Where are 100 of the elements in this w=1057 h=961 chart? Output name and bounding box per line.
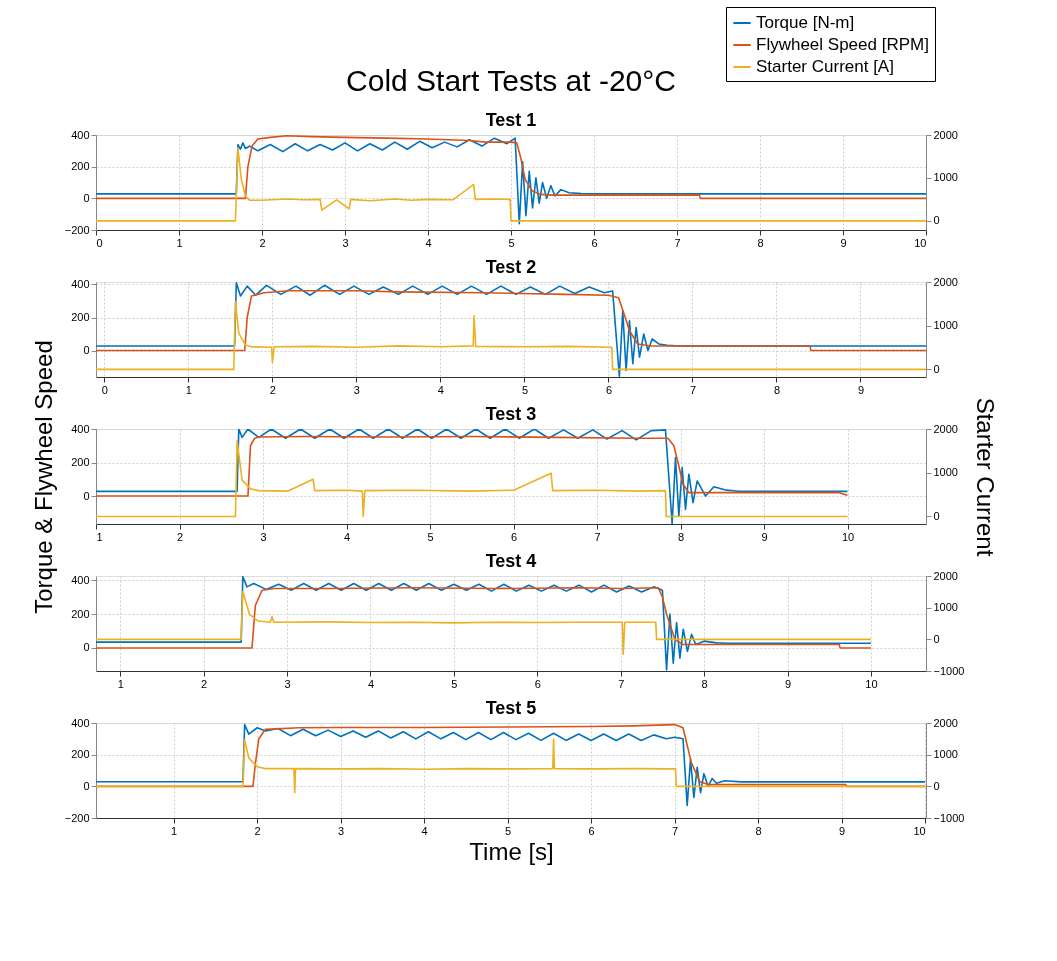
chart-title: Test 5 — [485, 698, 537, 718]
y2-tick-label: 1000 — [933, 319, 958, 332]
chart-title: Test 4 — [485, 551, 537, 571]
x-tick-label: 0 — [101, 383, 108, 396]
y2-tick-label: 0 — [933, 509, 940, 522]
x-tick-label: 8 — [677, 530, 685, 543]
x-tick-label: 0 — [96, 236, 103, 249]
y2-tick-label: 2000 — [933, 569, 958, 582]
y-tick-label: 0 — [83, 191, 90, 204]
y-tick-label: 400 — [71, 573, 90, 586]
x-tick-label: 7 — [618, 677, 625, 690]
x-tick-label: 1 — [96, 530, 103, 543]
x-tick-label: 9 — [761, 530, 768, 543]
chart-subtitle: Test 1 — [485, 110, 537, 130]
x-tick-label: 1 — [171, 824, 178, 837]
x-tick-label: 6 — [605, 383, 613, 396]
x-tick-label: 6 — [510, 530, 518, 543]
x-tick-label: 4 — [437, 383, 444, 396]
x-tick-label: 10 — [865, 677, 878, 690]
x-tick-label: 3 — [338, 824, 345, 837]
y-tick-label: 0 — [83, 344, 90, 357]
legend-label: Starter Current [A] — [756, 57, 894, 76]
y2-tick-label: 0 — [933, 362, 940, 375]
x-tick-label: 5 — [521, 383, 528, 396]
x-tick-label: 8 — [773, 383, 781, 396]
y-tick-label: 400 — [71, 277, 90, 290]
x-tick-label: 3 — [342, 236, 349, 249]
x-tick-label: 4 — [421, 824, 428, 837]
y2-tick-label: 1000 — [933, 748, 958, 761]
x-tick-label: 6 — [591, 236, 598, 249]
x-tick-label: 2 — [254, 824, 261, 837]
x-tick-label: 1 — [117, 677, 124, 690]
y-tick-label: 0 — [83, 641, 90, 654]
x-tick-label: 3 — [260, 530, 267, 543]
y2-axis-title: Starter Current — [971, 397, 999, 557]
x-tick-label: 2 — [259, 236, 266, 249]
y-tick-label: 200 — [71, 311, 90, 324]
y2-tick-label: 2000 — [933, 422, 958, 435]
x-tick-label: 2 — [176, 530, 184, 543]
x-tick-label: 1 — [176, 236, 183, 249]
y2-tick-label: 2000 — [933, 128, 958, 141]
legend-label: Torque [N-m] — [756, 13, 855, 32]
line-series — [96, 440, 849, 518]
line-series — [96, 300, 926, 371]
y2-tick-label: −1000 — [933, 811, 965, 824]
line-series — [96, 289, 926, 352]
y-tick-label: 400 — [71, 422, 90, 435]
y-tick-label: −200 — [64, 811, 90, 824]
x-tick-label: 8 — [755, 824, 762, 837]
y2-tick-label: 2000 — [933, 716, 958, 729]
x-tick-label: 10 — [914, 236, 927, 249]
x-tick-label: 3 — [353, 383, 360, 396]
x-tick-label: 4 — [343, 530, 351, 543]
y-tick-label: 200 — [71, 607, 90, 620]
y-tick-label: 0 — [83, 779, 90, 792]
chart-title: Cold Start Tests at -20°C — [346, 64, 676, 97]
y2-tick-label: 1000 — [933, 171, 958, 184]
line-series — [96, 576, 872, 671]
y2-tick-label: 1000 — [933, 601, 958, 614]
x-tick-label: 7 — [674, 236, 681, 249]
y2-tick-label: 0 — [933, 214, 940, 227]
x-tick-label: 7 — [672, 824, 679, 837]
x-tick-label: 9 — [784, 677, 792, 690]
x-tick-label: 7 — [594, 530, 601, 543]
y-tick-label: −200 — [64, 223, 90, 236]
y-tick-label: 200 — [71, 748, 90, 761]
x-tick-label: 4 — [367, 677, 374, 690]
y-tick-label: 400 — [71, 128, 90, 141]
line-series — [96, 586, 872, 649]
line-series — [96, 590, 872, 656]
y-tick-label: 400 — [71, 716, 90, 729]
x-tick-label: 4 — [425, 236, 432, 249]
x-tick-label: 7 — [689, 383, 697, 396]
line-series — [96, 435, 849, 497]
y-tick-label: 200 — [71, 160, 90, 173]
y2-tick-label: 2000 — [933, 275, 958, 288]
x-tick-label: 8 — [701, 677, 708, 690]
x-tick-label: 9 — [839, 824, 846, 837]
x-tick-label: 3 — [284, 677, 291, 690]
y2-tick-label: 0 — [933, 632, 940, 645]
x-tick-label: 5 — [427, 530, 434, 543]
x-tick-label: 10 — [913, 824, 926, 837]
y2-tick-label: −1000 — [933, 664, 965, 677]
x-tick-label: 5 — [508, 236, 515, 249]
chart-title: Test 3 — [485, 404, 537, 424]
y2-tick-label: 1000 — [933, 466, 958, 479]
x-tick-label: 6 — [534, 677, 541, 690]
line-series — [96, 738, 926, 794]
x-axis-title: Time [s] — [469, 837, 554, 865]
y-tick-label: 200 — [71, 456, 90, 469]
x-tick-label: 5 — [451, 677, 458, 690]
x-tick-label: 2 — [201, 677, 208, 690]
x-tick-label: 9 — [857, 383, 865, 396]
x-tick-label: 5 — [505, 824, 512, 837]
x-tick-label: 8 — [757, 236, 764, 249]
legend-label: Flywheel Speed [RPM] — [756, 35, 929, 54]
x-tick-label: 9 — [840, 236, 847, 249]
chart-title: Test 2 — [485, 257, 537, 277]
line-series — [96, 135, 926, 200]
y2-tick-label: 0 — [933, 779, 940, 792]
